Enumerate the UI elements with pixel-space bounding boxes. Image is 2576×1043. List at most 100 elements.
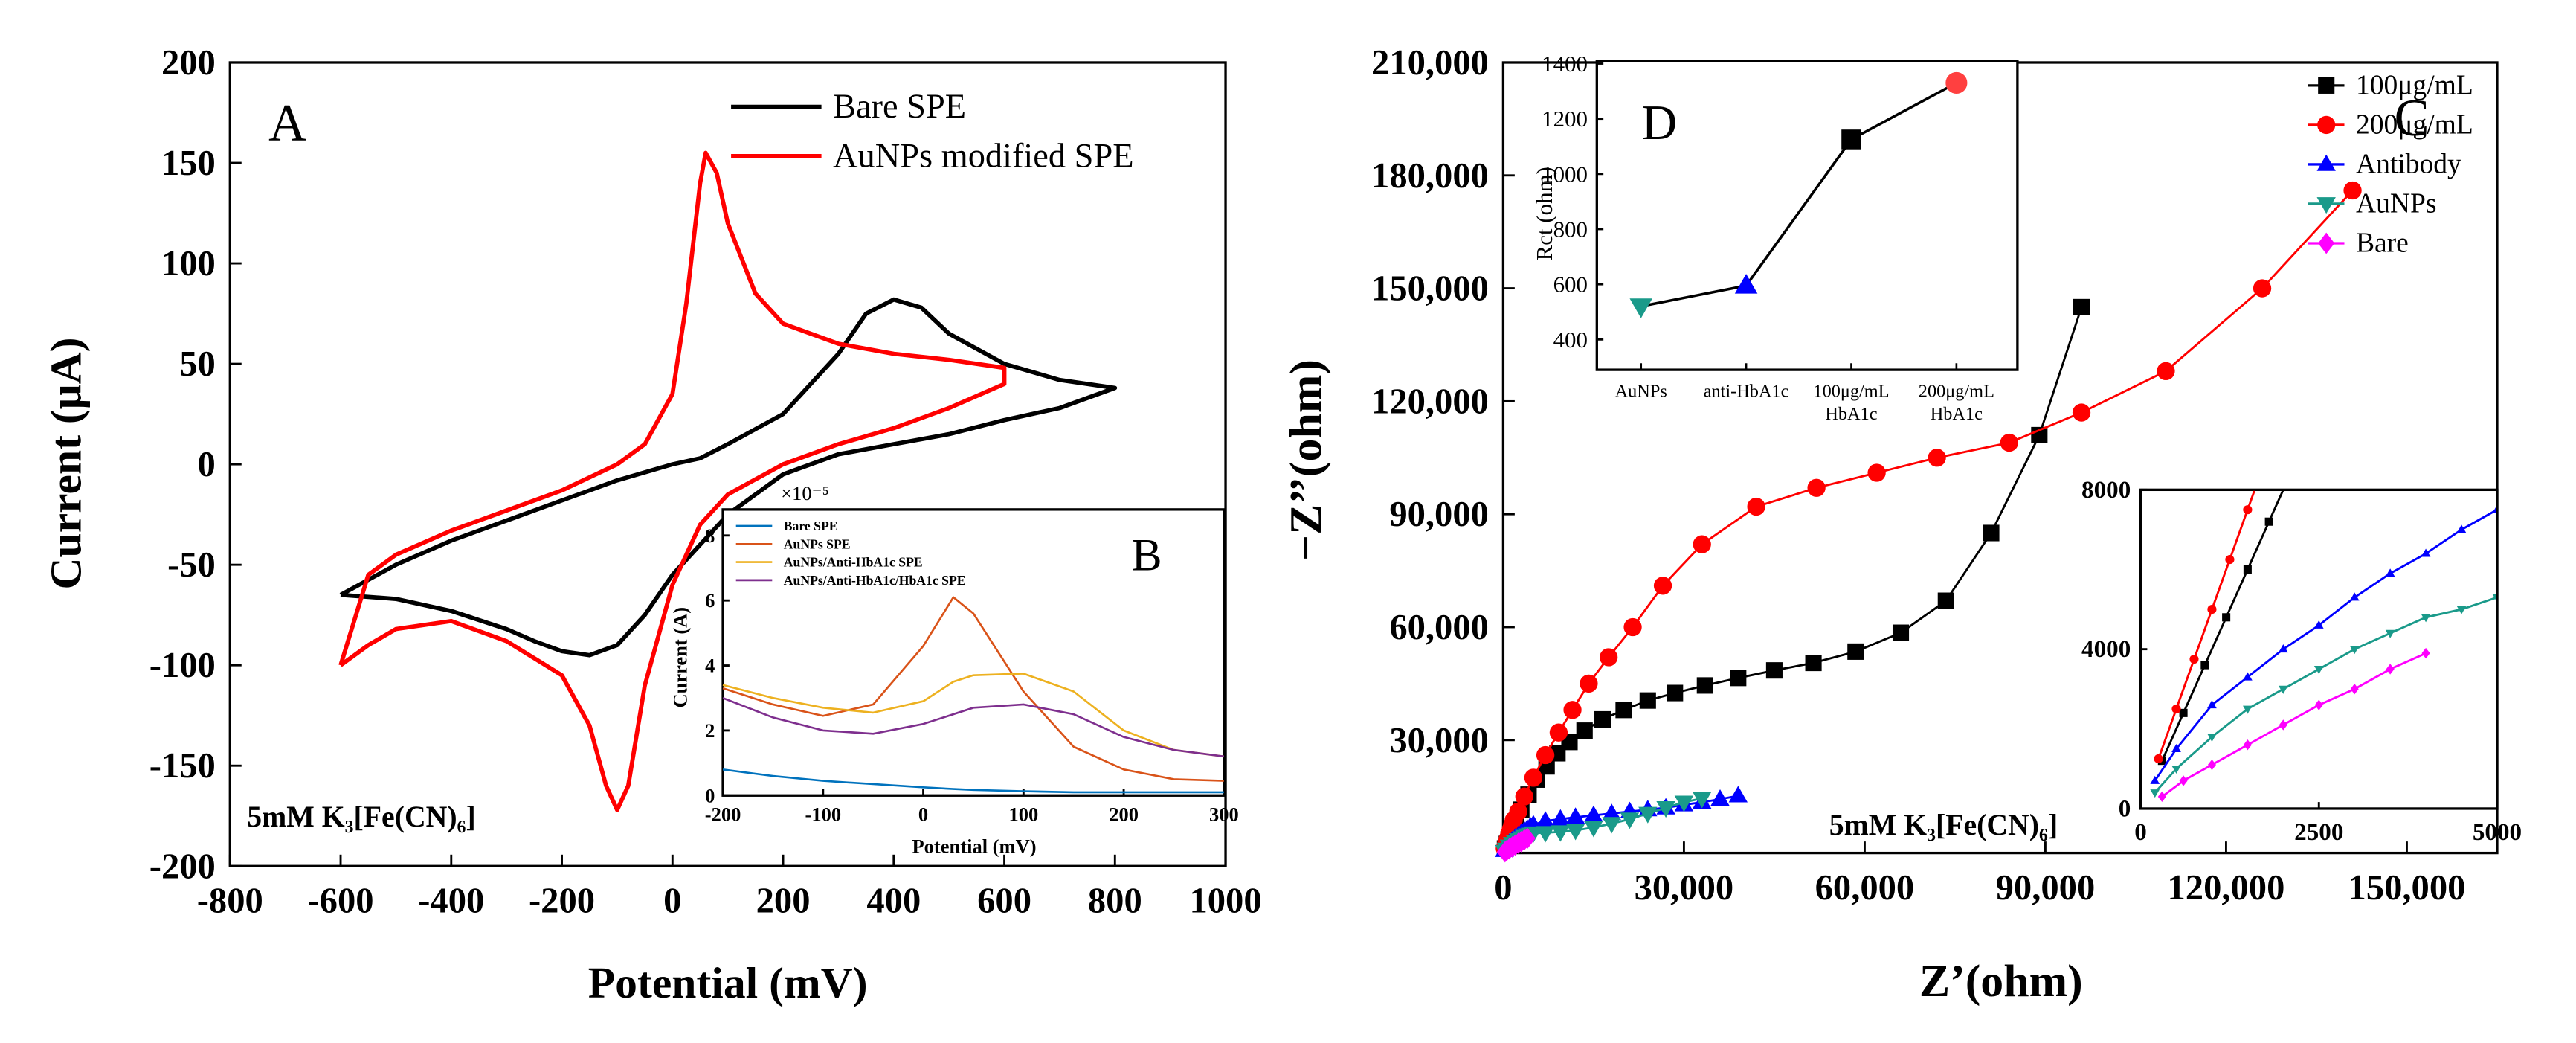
- marker: [1765, 662, 1783, 679]
- marker: [1602, 817, 1621, 834]
- y-tick-label: 120,000: [1371, 381, 1489, 421]
- marker: [1696, 677, 1713, 694]
- series-line: [1640, 81, 1957, 308]
- y-tick-label: 0: [2119, 795, 2131, 822]
- series-line: [338, 150, 1007, 812]
- x-tick-label: HbA1c: [1825, 404, 1877, 424]
- x-tick-label: 150,000: [2348, 867, 2465, 908]
- y-tick-label: 1400: [1542, 51, 1588, 77]
- y-tick-label: -50: [167, 545, 216, 585]
- legend-label: AuNPs SPE: [784, 536, 851, 551]
- marker: [2286, 469, 2294, 478]
- marker: [2207, 605, 2217, 614]
- marker: [2150, 789, 2160, 798]
- x-tick-label: 200: [756, 880, 811, 920]
- marker: [2536, 28, 2544, 36]
- x-tick-label: -200: [705, 803, 741, 825]
- marker: [1892, 624, 1910, 641]
- y-tick-label: 600: [1553, 272, 1588, 298]
- marker: [2171, 743, 2181, 753]
- marker: [2492, 594, 2497, 603]
- x-axis-label: Potential (mV): [588, 958, 868, 1007]
- panel-label: D: [1641, 96, 1677, 150]
- x-tick-label: 120,000: [2167, 867, 2284, 908]
- marker: [1728, 786, 1748, 803]
- y-tick-label: 150,000: [1371, 269, 1489, 309]
- marker: [2456, 524, 2467, 533]
- series-line: [722, 696, 1225, 758]
- marker: [1551, 825, 1571, 842]
- marker: [1565, 824, 1585, 841]
- marker: [2154, 754, 2163, 764]
- y-tick-label: 200: [161, 42, 216, 83]
- marker: [1928, 449, 1946, 467]
- marker: [1515, 787, 1533, 806]
- x-tick-label: -100: [805, 803, 842, 825]
- marker: [2385, 568, 2395, 577]
- marker: [1524, 768, 1543, 787]
- marker: [1710, 789, 1730, 806]
- marker: [1629, 298, 1652, 318]
- marker: [1841, 129, 1861, 150]
- legend-label: Bare SPE: [784, 519, 838, 533]
- marker: [1937, 592, 1954, 609]
- y-tick-label: 400: [1553, 327, 1588, 353]
- marker: [2171, 704, 2181, 714]
- series-line: [722, 768, 1224, 794]
- marker: [2278, 685, 2288, 694]
- y-axis-label: Current (A): [669, 607, 692, 708]
- legend-label: Bare SPE: [833, 88, 966, 126]
- y-tick-label: 6: [705, 589, 715, 612]
- legend-label: Bare: [2356, 228, 2409, 258]
- y-tick-label: 60,000: [1389, 607, 1489, 647]
- series-line: [2157, 490, 2256, 760]
- exponent-label: ×10⁻⁵: [781, 482, 829, 504]
- y-tick-label: 50: [179, 344, 216, 384]
- marker: [2421, 614, 2431, 623]
- marker: [2421, 548, 2431, 557]
- marker: [2072, 403, 2091, 422]
- marker: [2264, 517, 2273, 526]
- x-tick-label: 800: [1088, 880, 1142, 920]
- x-tick-label: 0: [1494, 867, 1512, 908]
- marker: [1563, 701, 1582, 719]
- legend-label: 100μg/mL: [2356, 70, 2473, 100]
- marker: [1747, 497, 1765, 516]
- y-tick-label: 30,000: [1389, 720, 1489, 760]
- y-tick-label: 800: [1553, 216, 1588, 242]
- y-axis-label: Rct (ohm): [1531, 167, 1557, 260]
- marker: [1730, 670, 1747, 687]
- marker: [1867, 463, 1886, 482]
- marker: [1536, 811, 1555, 828]
- x-tick-label: 200μg/mL: [1919, 381, 1994, 401]
- marker: [1639, 692, 1656, 709]
- marker: [2386, 664, 2395, 675]
- marker: [2000, 433, 2018, 452]
- marker: [2316, 154, 2336, 171]
- marker: [2351, 346, 2359, 354]
- x-tick-label: 0: [918, 803, 928, 825]
- x-tick-label: 100μg/mL: [1813, 381, 1889, 401]
- plot-frame: [721, 508, 1226, 797]
- y-tick-label: 150: [161, 143, 216, 183]
- zoom-inset: 0 2500 5000 0 4000 8000: [2081, 28, 2544, 846]
- marker: [1509, 802, 1527, 821]
- marker: [2279, 719, 2287, 731]
- marker: [2349, 592, 2360, 601]
- marker: [1580, 674, 1598, 693]
- marker: [2314, 366, 2323, 375]
- marker: [2171, 765, 2181, 774]
- y-tick-label: 0: [198, 444, 216, 484]
- y-tick-label: 90,000: [1389, 494, 1489, 534]
- marker: [1623, 617, 1642, 637]
- y-tick-label: -200: [149, 846, 216, 886]
- marker: [2225, 555, 2235, 565]
- marker: [2179, 775, 2188, 786]
- annotation: 5mM K₃[Fe(CN)₆]: [247, 800, 475, 833]
- y-tick-label: 0: [705, 784, 715, 806]
- marker: [1807, 478, 1826, 497]
- marker: [1584, 821, 1603, 838]
- marker: [1945, 71, 1968, 94]
- y-tick-label: 8: [705, 524, 715, 547]
